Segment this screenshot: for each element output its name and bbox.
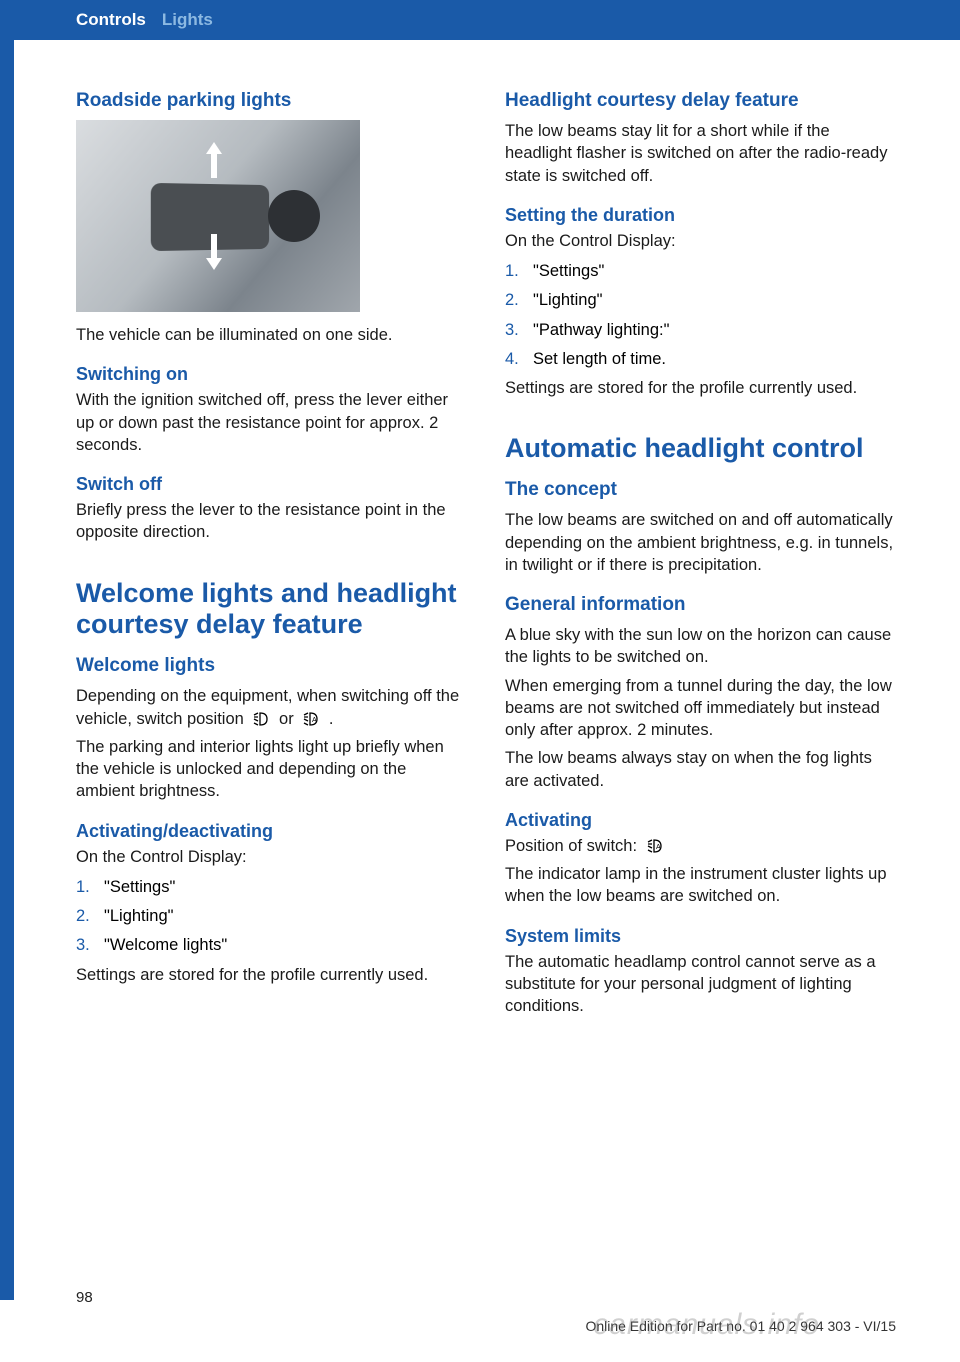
heading-switch-on: Switching on [76, 364, 467, 385]
list-item: 3."Welcome lights" [76, 934, 467, 956]
heading-courtesy: Headlight courtesy delay feature [505, 90, 896, 112]
heading-setting-duration: Setting the duration [505, 205, 896, 226]
list-item: 4.Set length of time. [505, 348, 896, 370]
header-subsection: Lights [162, 10, 213, 30]
list-item: 2."Lighting" [76, 905, 467, 927]
heading-welcome: Welcome lights [76, 655, 467, 677]
switch-on-body: With the ignition switched off, press th… [76, 389, 467, 456]
header-bar: Controls Lights [0, 0, 960, 40]
content-area: Roadside parking lights The vehicle can … [0, 40, 960, 1024]
limits-body: The automatic headlamp control cannot se… [505, 951, 896, 1018]
svg-text:A: A [312, 717, 317, 724]
heading-switch-off: Switch off [76, 474, 467, 495]
step-label: "Pathway lighting:" [533, 319, 669, 341]
left-column: Roadside parking lights The vehicle can … [76, 90, 467, 1024]
list-item: 2."Lighting" [505, 289, 896, 311]
svg-text:A: A [656, 844, 661, 851]
side-tab [0, 40, 14, 1300]
roadside-caption: The vehicle can be illuminated on one si… [76, 324, 467, 346]
light-icon-a2: A [646, 839, 664, 853]
heading-general: General information [505, 594, 896, 616]
footer-edition: Online Edition for Part no. 01 40 2 964 … [585, 1318, 896, 1334]
footer: Online Edition for Part no. 01 40 2 964 … [76, 1318, 896, 1334]
steps-duration: 1."Settings" 2."Lighting" 3."Pathway lig… [505, 260, 896, 370]
step-label: "Lighting" [533, 289, 603, 311]
on-control-display-1: On the Control Display: [76, 846, 467, 868]
courtesy-body: The low beams stay lit for a short while… [505, 120, 896, 187]
general-body-3: The low beams always stay on when the fo… [505, 747, 896, 792]
heading-concept: The concept [505, 479, 896, 501]
welcome-body-1c: . [329, 710, 334, 728]
figure-parking-lever [76, 120, 360, 312]
general-body-1: A blue sky with the sun low on the horiz… [505, 624, 896, 669]
heading-activating: Activating [505, 810, 896, 831]
list-item: 1."Settings" [76, 876, 467, 898]
welcome-body-2: The parking and interior lights light up… [76, 736, 467, 803]
stored-note-2: Settings are stored for the profile curr… [505, 377, 896, 399]
switch-off-body: Briefly press the lever to the resistanc… [76, 499, 467, 544]
heading-system-limits: System limits [505, 926, 896, 947]
welcome-body-1b: or [279, 710, 294, 728]
on-control-display-2: On the Control Display: [505, 230, 896, 252]
step-label: "Settings" [104, 876, 175, 898]
steps-welcome: 1."Settings" 2."Lighting" 3."Welcome lig… [76, 876, 467, 957]
stored-note-1: Settings are stored for the profile curr… [76, 964, 467, 986]
concept-body: The low beams are switched on and off au… [505, 509, 896, 576]
step-label: "Welcome lights" [104, 934, 227, 956]
general-body-2: When emerging from a tunnel during the d… [505, 675, 896, 742]
step-label: "Lighting" [104, 905, 174, 927]
right-column: Headlight courtesy delay feature The low… [505, 90, 896, 1024]
welcome-body-1: Depending on the equipment, when switchi… [76, 685, 467, 730]
step-label: "Settings" [533, 260, 604, 282]
page-number: 98 [76, 1289, 93, 1306]
heading-auto-section: Automatic headlight control [505, 433, 896, 465]
heading-welcome-section: Welcome lights and headlight courtesy de… [76, 578, 467, 642]
light-icon-a: A [302, 712, 320, 726]
light-icon-d [252, 712, 270, 726]
list-item: 3."Pathway lighting:" [505, 319, 896, 341]
list-item: 1."Settings" [505, 260, 896, 282]
heading-activating-deactivating: Activating/deactivating [76, 821, 467, 842]
step-label: Set length of time. [533, 348, 666, 370]
heading-roadside: Roadside parking lights [76, 90, 467, 112]
header-section: Controls [76, 10, 146, 30]
activating-body-2: The indicator lamp in the instrument clu… [505, 863, 896, 908]
activating-label: Position of switch: [505, 837, 637, 855]
activating-body-1: Position of switch: A [505, 835, 896, 857]
